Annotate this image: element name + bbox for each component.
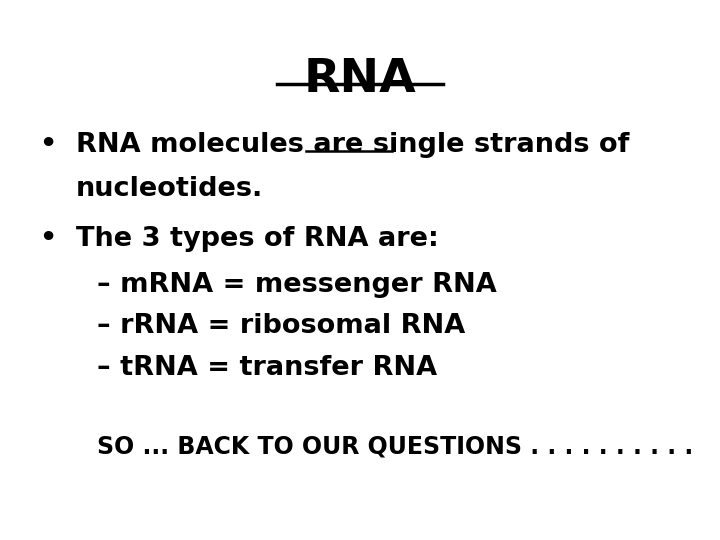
Text: RNA molecules are single strands of: RNA molecules are single strands of [76,132,629,158]
Text: •: • [40,132,57,158]
Text: RNA: RNA [304,57,416,102]
Text: The 3 types of RNA are:: The 3 types of RNA are: [76,226,438,252]
Text: •: • [40,226,57,252]
Text: – tRNA = transfer RNA: – tRNA = transfer RNA [97,355,437,381]
Text: SO ... BACK TO OUR QUESTIONS . . . . . . . . . .: SO ... BACK TO OUR QUESTIONS . . . . . .… [97,435,693,458]
Text: nucleotides.: nucleotides. [76,176,263,201]
Text: – mRNA = messenger RNA: – mRNA = messenger RNA [97,272,497,298]
Text: – rRNA = ribosomal RNA: – rRNA = ribosomal RNA [97,313,465,339]
